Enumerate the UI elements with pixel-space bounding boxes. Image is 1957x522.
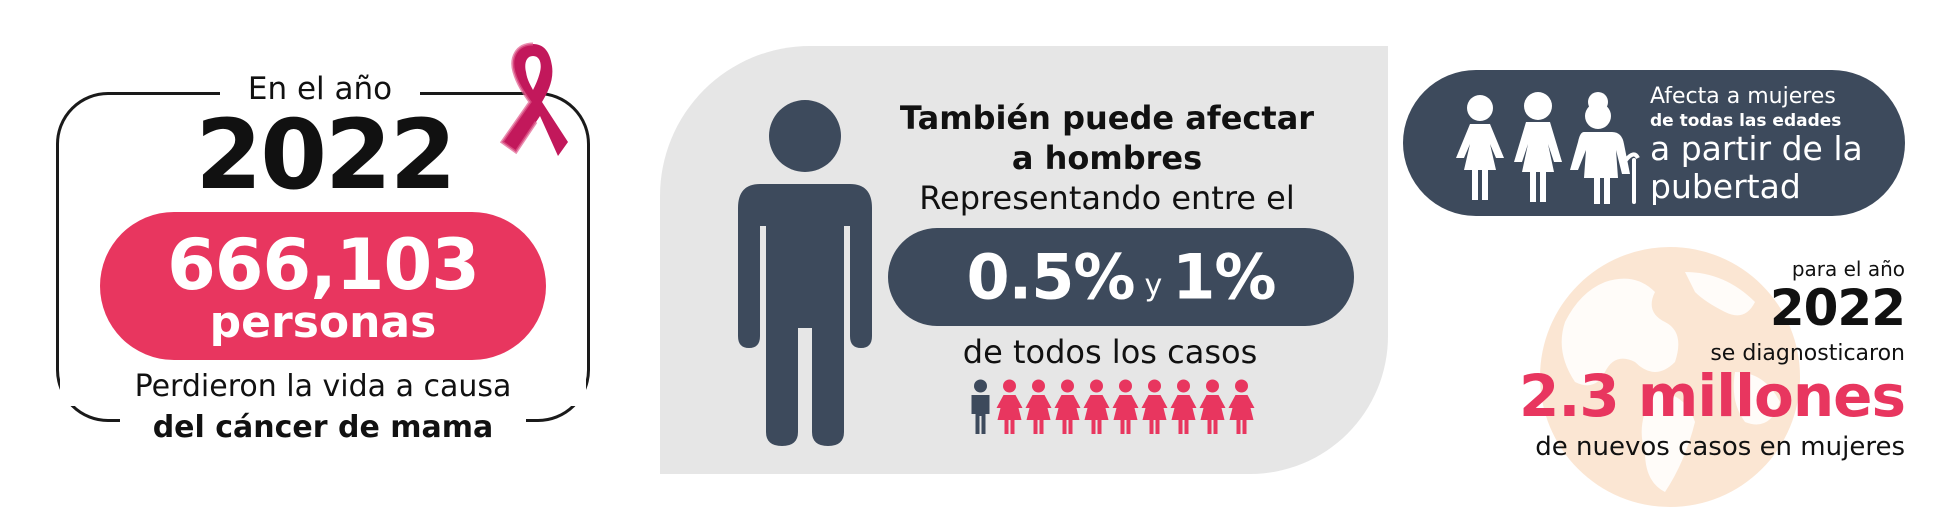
deaths-description-bold: del cáncer de mama (120, 408, 526, 448)
deaths-intro: En el año (220, 68, 420, 110)
men-pct-connector: y (1144, 267, 1163, 303)
elderly-woman-icon (1570, 92, 1640, 204)
men-subtitle: Representando entre el (919, 179, 1295, 217)
woman-person-icon (1112, 379, 1139, 434)
woman-person-icon (1141, 379, 1168, 434)
deaths-number: 666,103 (167, 224, 480, 306)
men-percentage-pill: 0.5% y 1% (888, 228, 1354, 326)
deaths-unit: personas (209, 297, 437, 348)
pink-ribbon-icon (499, 42, 568, 156)
globe-icon (1540, 247, 1800, 507)
people-ratio-row (971, 379, 1255, 434)
diagnoses-verb: se diagnosticaron (1710, 341, 1905, 366)
man-figure-icon (738, 100, 872, 446)
men-title: También puede afectar a hombres (899, 99, 1315, 177)
deaths-year: 2022 (195, 99, 456, 211)
woman-icon (1514, 92, 1562, 202)
deaths-stat-pill: 666,103 personas (100, 212, 546, 360)
diagnoses-year: 2022 (1769, 279, 1906, 337)
man-person-icon (971, 379, 990, 434)
woman-person-icon (1228, 379, 1255, 434)
girl-icon (1456, 95, 1504, 200)
deaths-description: Perdieron la vida a causa (60, 368, 586, 406)
woman-person-icon (996, 379, 1023, 434)
age-figures (1456, 92, 1640, 204)
ages-line1: Afecta a mujeres (1650, 84, 1836, 109)
diagnoses-intro: para el año (1791, 257, 1905, 281)
diagnoses-footer: de nuevos casos en mujeres (1535, 432, 1905, 462)
diagnoses-number: 2.3 millones (1518, 362, 1906, 430)
woman-person-icon (1025, 379, 1052, 434)
ages-line2: de todas las edades (1650, 111, 1842, 131)
men-pct-high: 1% (1172, 240, 1276, 314)
woman-person-icon (1199, 379, 1226, 434)
woman-person-icon (1083, 379, 1110, 434)
men-pct-low: 0.5% (966, 240, 1136, 314)
woman-person-icon (1170, 379, 1197, 434)
ages-line3: a partir de la pubertad (1650, 129, 1863, 206)
men-footer: de todos los casos (962, 333, 1258, 371)
woman-person-icon (1054, 379, 1081, 434)
